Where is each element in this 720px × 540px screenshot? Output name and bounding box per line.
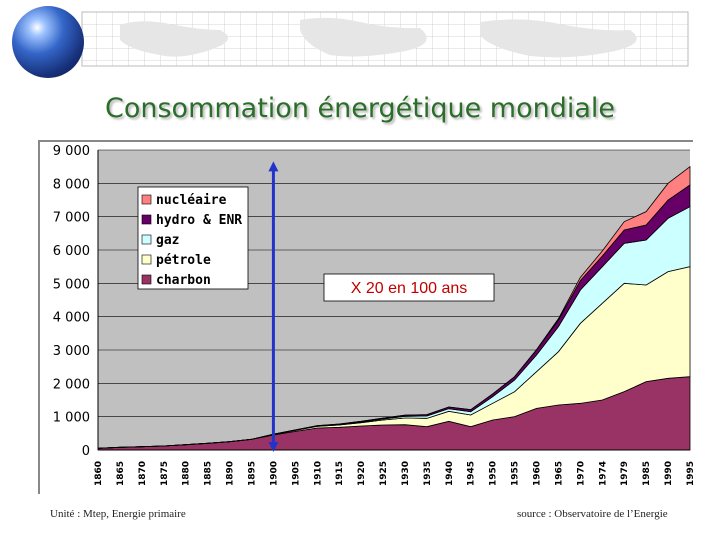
x-tick-label: 1870 [138, 461, 148, 486]
x-tick-label: 1895 [247, 461, 257, 486]
growth-arrow-head-bottom [268, 442, 279, 452]
x-tick-label: 1880 [182, 461, 192, 486]
slide-header [0, 0, 720, 80]
annotation-box [323, 273, 495, 302]
x-tick-label: 1960 [533, 461, 543, 486]
x-tick-label: 1940 [445, 461, 455, 486]
x-tick-label: 1990 [664, 461, 674, 486]
y-tick-label: 0 [82, 444, 90, 459]
legend-swatch-nucléaire [141, 194, 152, 205]
x-tick-label: 1965 [554, 461, 564, 486]
x-tick-label: 1875 [160, 461, 170, 486]
y-tick-label: 1 000 [53, 411, 90, 426]
y-tick-label: 4 000 [53, 311, 90, 326]
legend-swatch-hydro & ENR [141, 214, 152, 225]
unit-note: Unité : Mtep, Energie primaire [50, 508, 186, 520]
energy-consumption-chart: 0 1 000 2 000 3 000 4 000 5 000 6 000 7 000 8 00… [53, 144, 693, 486]
x-tick-label: 1935 [423, 461, 433, 486]
x-tick-label: 1860 [94, 461, 104, 486]
x-tick-label: 1925 [379, 461, 389, 486]
x-tick-label: 1930 [401, 461, 411, 486]
x-tick-label: 1905 [291, 461, 301, 486]
x-tick-label: 1985 [642, 461, 652, 486]
legend-label: pétrole [156, 253, 211, 268]
x-tick-label: 1885 [204, 461, 214, 486]
header-map-strip [81, 11, 689, 67]
legend-swatch-charbon [141, 274, 152, 285]
growth-arrow-head-top [268, 161, 279, 172]
x-tick-label: 1955 [511, 461, 521, 486]
legend-swatch-pétrole [141, 254, 152, 265]
x-tick-label: 1865 [116, 461, 126, 486]
y-tick-label: 8 000 [53, 177, 90, 192]
y-tick-label: 6 000 [53, 244, 90, 259]
x-tick-label: 1970 [576, 461, 586, 486]
legend-label: charbon [156, 273, 211, 288]
y-tick-label: 9 000 [53, 144, 90, 159]
x-tick-label: 1945 [467, 461, 477, 486]
legend-box [137, 186, 249, 290]
x-tick-label: 1915 [335, 461, 345, 486]
annotation-text: X 20 en 100 ans [351, 280, 468, 297]
globe-logo-icon [12, 6, 84, 78]
legend-swatch-gaz [141, 234, 152, 245]
slide-title: Consommation énergétique mondiale [105, 93, 615, 124]
area-series-nucléaire [97, 165, 691, 449]
x-tick-label: 1890 [226, 461, 236, 486]
y-tick-label: 2 000 [53, 377, 90, 392]
x-tick-label: 1900 [269, 461, 279, 486]
y-tick-label: 7 000 [53, 211, 90, 226]
x-tick-label: 1979 [620, 461, 630, 486]
y-tick-label: 5 000 [53, 277, 90, 292]
x-tick-label: 1910 [313, 461, 323, 486]
source-note: source : Observatoire de l’Energie [517, 508, 668, 520]
legend-label: hydro & ENR [156, 213, 242, 228]
x-tick-label: 1995 [686, 461, 693, 486]
chart-container: 0 1 000 2 000 3 000 4 000 5 000 6 000 7 000 8 00… [38, 140, 693, 494]
x-tick-label: 1950 [489, 461, 499, 486]
legend-label: gaz [156, 233, 179, 248]
x-tick-label: 1974 [598, 461, 608, 486]
x-tick-label: 1920 [357, 461, 367, 486]
legend-label: nucléaire [156, 193, 227, 208]
y-tick-label: 3 000 [53, 344, 90, 359]
